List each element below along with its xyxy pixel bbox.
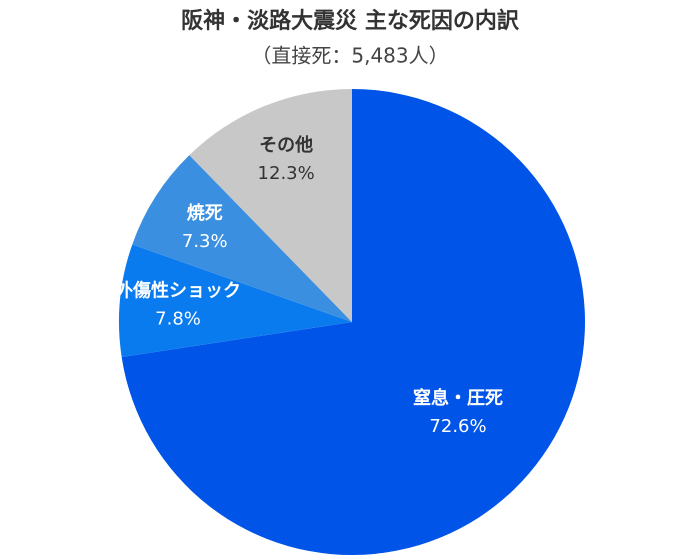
pie-slice xyxy=(132,155,352,322)
chart-subtitle: （直接死：5,483人） xyxy=(251,44,448,68)
pie-slice xyxy=(189,89,352,322)
value-label: 72.6% xyxy=(429,416,486,437)
value-label: 12.3% xyxy=(258,163,315,184)
slice-label: その他 xyxy=(259,134,313,156)
value-label: 7.3% xyxy=(182,231,228,252)
slice-label: 焼死 xyxy=(187,202,223,224)
slice-label: 窒息・圧死 xyxy=(413,387,503,409)
value-label: 7.8% xyxy=(155,309,201,330)
slice-label: 外傷性ショック xyxy=(115,280,241,302)
pie-slice xyxy=(121,89,586,556)
chart-title: 阪神・淡路大震災 主な死因の内訳 xyxy=(181,8,520,34)
pie-slice xyxy=(118,244,352,358)
